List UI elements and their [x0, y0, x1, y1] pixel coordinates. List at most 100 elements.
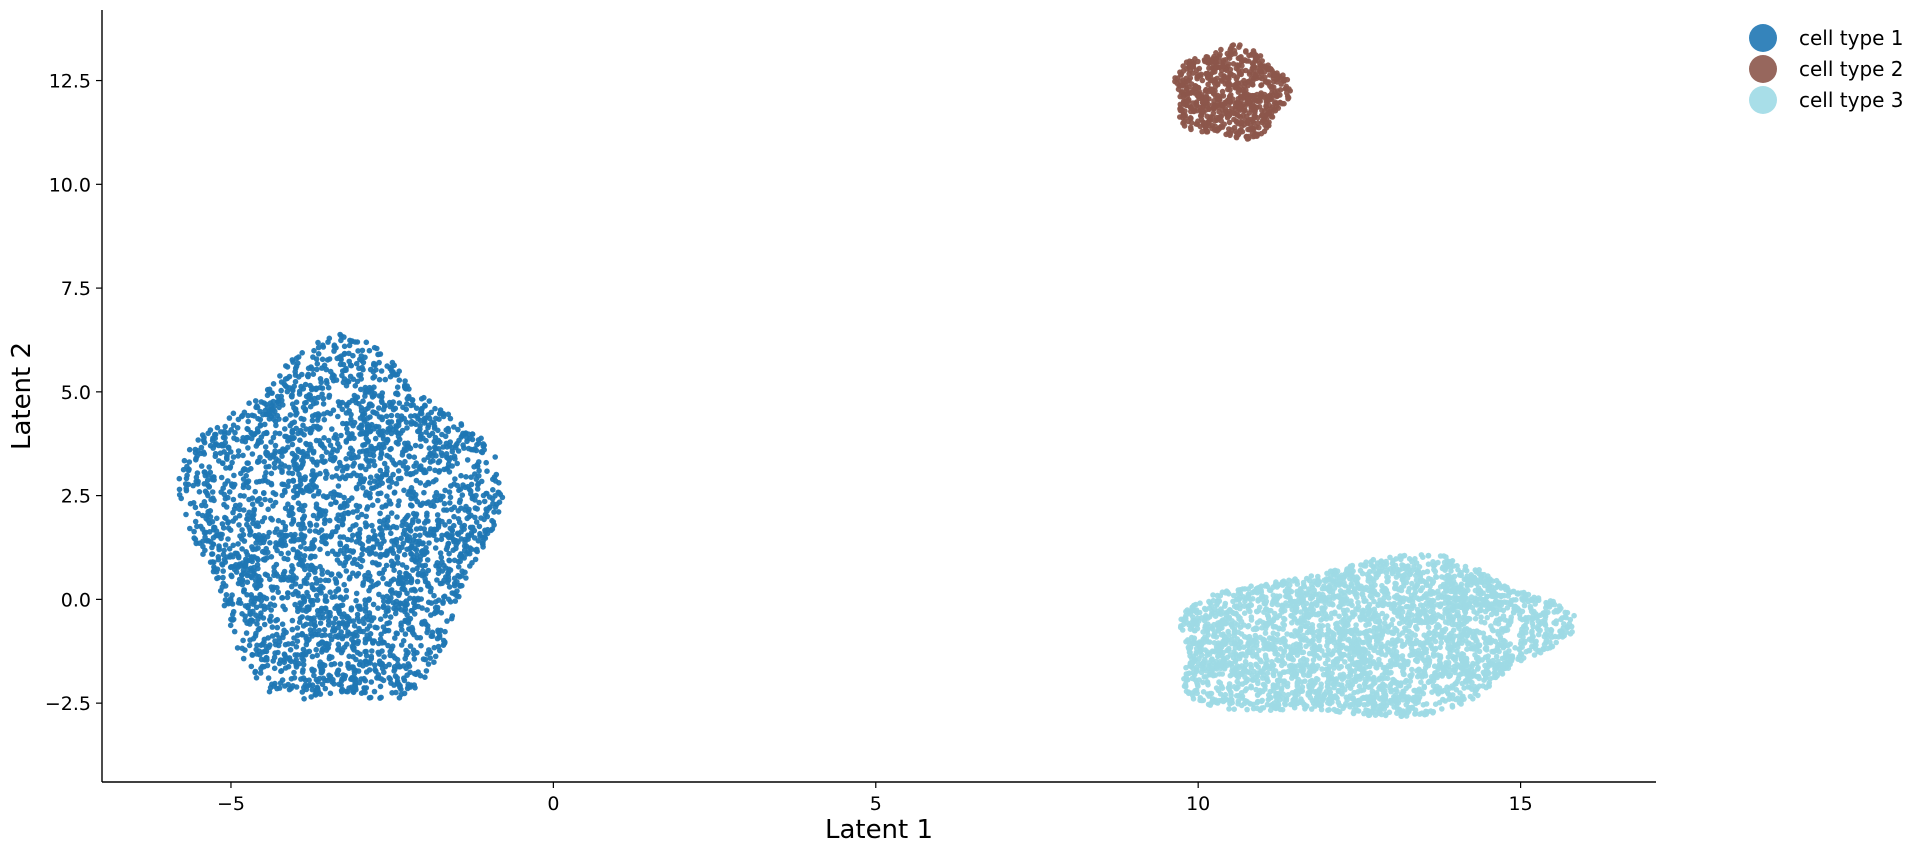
scatter-point — [195, 448, 201, 454]
scatter-point — [192, 504, 199, 511]
scatter-point — [447, 525, 454, 532]
scatter-point — [1450, 627, 1457, 633]
scatter-point — [353, 590, 360, 597]
scatter-point — [364, 426, 371, 432]
scatter-point — [441, 594, 447, 600]
scatter-point — [317, 577, 324, 584]
scatter-point — [344, 378, 351, 384]
scatter-point — [257, 416, 264, 423]
scatter-point — [225, 430, 232, 436]
scatter-point — [354, 561, 360, 568]
scatter-point — [390, 406, 397, 413]
scatter-point — [430, 530, 437, 537]
scatter-point — [419, 605, 425, 611]
scatter-point — [375, 424, 382, 430]
scatter-point — [289, 430, 296, 436]
scatter-point — [363, 339, 370, 346]
scatter-point — [246, 400, 252, 407]
scatter-point — [441, 562, 447, 569]
scatter-point — [398, 642, 405, 648]
scatter-point — [236, 506, 243, 513]
scatter-point — [303, 633, 309, 640]
scatter-point — [468, 474, 474, 481]
scatter-point — [370, 362, 377, 368]
scatter-point — [1249, 81, 1255, 87]
scatter-point — [426, 465, 433, 472]
scatter-point — [313, 575, 319, 582]
scatter-point — [1436, 699, 1443, 706]
scatter-point — [378, 398, 385, 404]
scatter-point — [369, 392, 375, 398]
scatter-point — [245, 566, 251, 573]
scatter-point — [271, 665, 278, 672]
scatter-point — [322, 632, 328, 638]
scatter-point — [257, 670, 264, 676]
scatter-point — [261, 536, 268, 543]
scatter-point — [289, 563, 295, 569]
scatter-point — [240, 637, 246, 644]
scatter-point — [388, 412, 395, 419]
scatter-point — [326, 517, 333, 524]
scatter-point — [421, 416, 428, 422]
scatter-point — [344, 403, 350, 409]
scatter-point — [324, 550, 331, 557]
scatter-point — [1244, 91, 1250, 97]
scatter-point — [215, 574, 222, 581]
scatter-point — [324, 494, 331, 500]
scatter-point — [271, 460, 278, 467]
scatter-point — [221, 602, 228, 609]
scatter-point — [296, 619, 303, 625]
scatter-point — [288, 658, 294, 665]
scatter-point — [425, 424, 431, 431]
scatter-point — [1228, 71, 1234, 77]
scatter-point — [387, 652, 394, 659]
scatter-point — [312, 528, 319, 534]
scatter-point — [424, 557, 431, 563]
scatter-point — [490, 487, 496, 493]
scatter-point — [403, 571, 410, 577]
scatter-point — [428, 526, 434, 532]
scatter-point — [336, 459, 343, 466]
scatter-point — [244, 521, 250, 528]
scatter-point — [367, 480, 373, 486]
scatter-point — [376, 376, 383, 383]
scatter-point — [304, 580, 310, 587]
scatter-point — [432, 434, 439, 441]
scatter-point — [358, 425, 364, 431]
scatter-point — [317, 376, 324, 382]
scatter-point — [229, 601, 236, 607]
scatter-point — [348, 605, 355, 611]
scatter-point — [1418, 679, 1424, 685]
scatter-point — [204, 490, 210, 497]
scatter-point — [261, 490, 267, 497]
scatter-point — [323, 366, 330, 373]
scatter-point — [308, 616, 315, 622]
scatter-point — [332, 576, 339, 582]
scatter-point — [1251, 98, 1257, 105]
series-2-points — [1172, 42, 1293, 142]
scatter-point — [307, 441, 313, 448]
scatter-point — [439, 580, 446, 587]
scatter-point — [344, 472, 351, 479]
scatter-point — [261, 621, 268, 628]
scatter-point — [245, 516, 251, 523]
scatter-point — [459, 582, 465, 589]
scatter-point — [222, 423, 228, 430]
scatter-point — [459, 568, 466, 574]
scatter-point — [279, 677, 286, 683]
scatter-point — [220, 525, 227, 531]
scatter-point — [343, 594, 350, 600]
scatter-point — [447, 415, 454, 422]
scatter-point — [405, 440, 411, 447]
scatter-point — [405, 512, 411, 519]
scatter-point — [381, 654, 387, 660]
scatter-point — [222, 542, 229, 548]
scatter-point — [414, 578, 421, 585]
scatter-point — [316, 512, 323, 518]
scatter-point — [1213, 50, 1219, 56]
scatter-point — [270, 595, 277, 601]
scatter-point — [295, 590, 301, 596]
scatter-point — [309, 417, 316, 424]
scatter-point — [361, 418, 368, 424]
scatter-point — [247, 611, 254, 617]
